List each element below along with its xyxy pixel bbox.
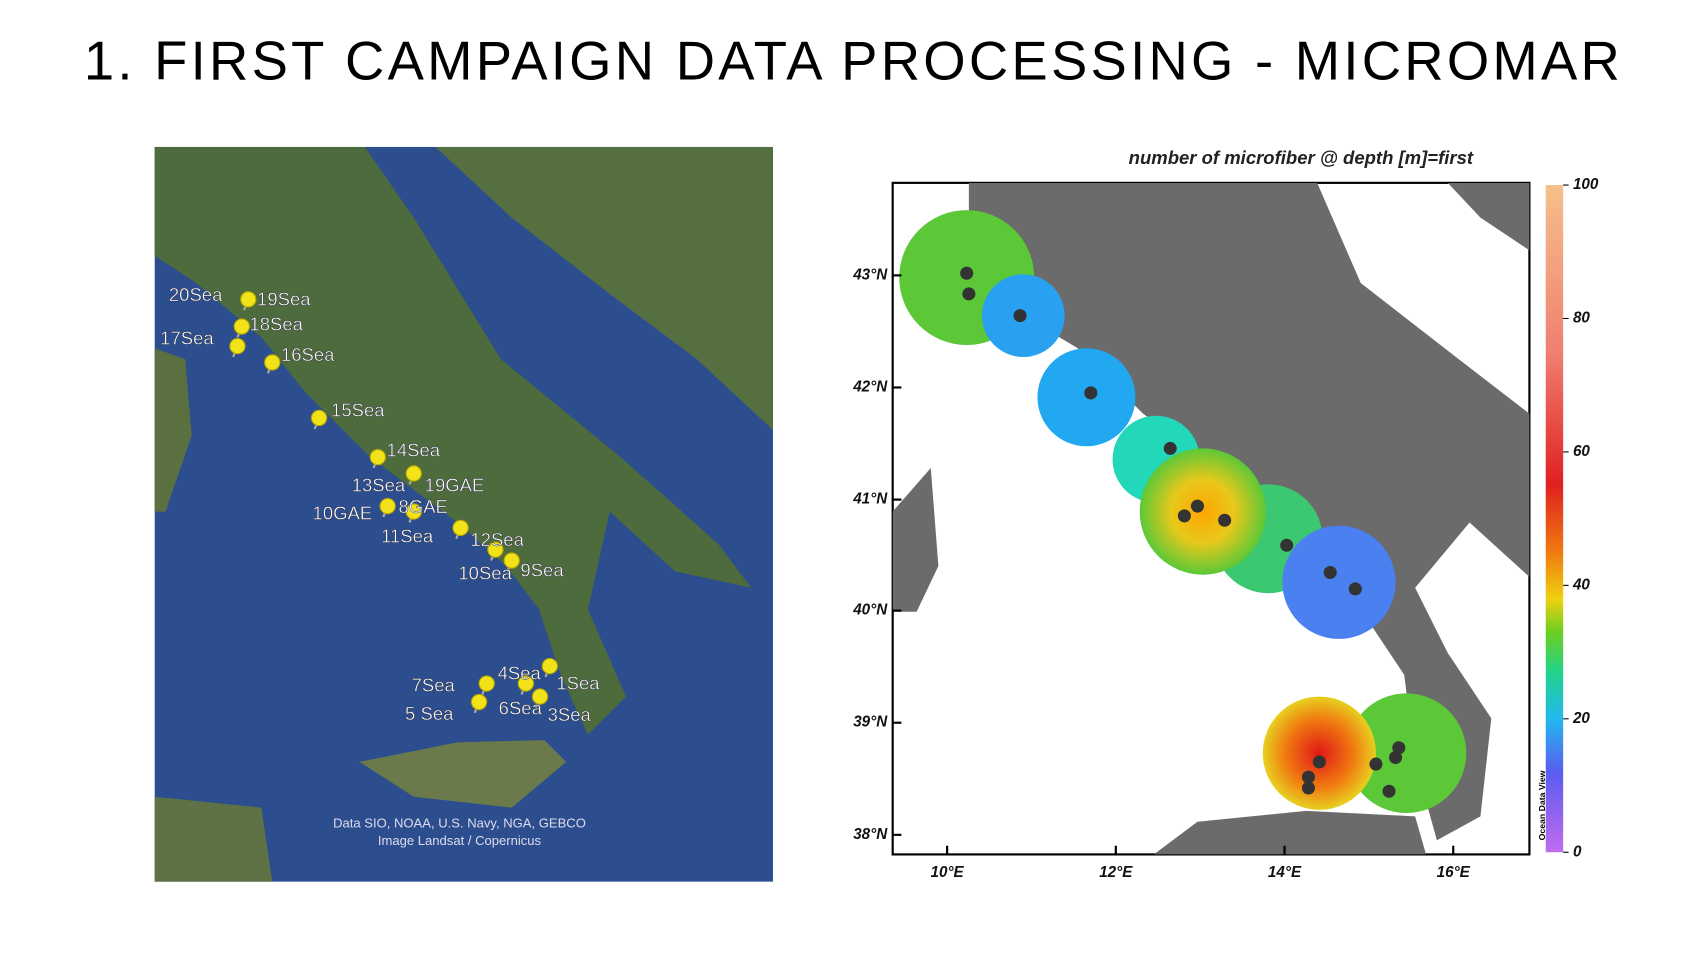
site-label: 8GAE xyxy=(399,496,448,517)
pin xyxy=(452,519,469,537)
pin xyxy=(541,657,558,675)
land xyxy=(1153,810,1427,855)
land xyxy=(154,348,192,512)
station xyxy=(962,287,976,301)
land xyxy=(892,468,939,612)
pin xyxy=(478,675,495,692)
pin xyxy=(310,409,328,427)
station xyxy=(1348,582,1362,596)
land xyxy=(968,182,1530,841)
station xyxy=(1218,513,1232,527)
lat-label: 39°N xyxy=(853,714,888,731)
lat-label: 41°N xyxy=(852,491,888,508)
land xyxy=(435,146,773,430)
station xyxy=(1013,309,1027,323)
slide-title: 1. FIRST CAMPAIGN DATA PROCESSING - MICR… xyxy=(84,31,1623,92)
site-label: 19Sea xyxy=(257,288,311,309)
site-label: 20Sea xyxy=(169,284,223,305)
lat-label: 43°N xyxy=(852,266,888,283)
land xyxy=(1447,182,1530,251)
field-blob xyxy=(1346,693,1467,814)
pin xyxy=(405,503,422,520)
credit: Data SIO, NOAA, U.S. Navy, NGA, GEBCO xyxy=(333,815,586,830)
watermark: Ocean Data View xyxy=(1537,770,1547,840)
site-label: 1Sea xyxy=(556,673,600,694)
colorbar-label: 80 xyxy=(1573,309,1590,326)
lat-label: 40°N xyxy=(852,602,888,619)
pin xyxy=(531,688,549,705)
land xyxy=(359,740,567,808)
site-label: 9Sea xyxy=(520,559,564,580)
site-label: 4Sea xyxy=(498,663,542,684)
pin xyxy=(470,693,488,711)
land xyxy=(154,796,273,882)
station xyxy=(1301,781,1315,795)
station xyxy=(1280,538,1294,552)
site-label: 15Sea xyxy=(331,399,385,420)
colorbar-label: 100 xyxy=(1573,176,1599,193)
station xyxy=(1369,757,1383,771)
site-label: 19GAE xyxy=(425,474,485,495)
pin xyxy=(264,354,281,371)
lat-label: 38°N xyxy=(853,826,888,843)
site-label: 16Sea xyxy=(281,344,335,365)
pin xyxy=(240,291,257,308)
site-label: 6Sea xyxy=(499,698,543,719)
pin xyxy=(517,675,535,692)
land xyxy=(154,146,752,735)
colorbar-label: 60 xyxy=(1573,443,1590,460)
site-label: 17Sea xyxy=(160,327,214,348)
station xyxy=(1301,770,1315,784)
site-label: 13Sea xyxy=(352,474,406,495)
site-label: 11Sea xyxy=(381,526,434,547)
pin xyxy=(229,337,246,355)
map-title: number of microfiber @ depth [m]=first xyxy=(1129,147,1474,168)
pin xyxy=(369,448,387,466)
lon-label: 16°E xyxy=(1437,864,1471,881)
pin xyxy=(405,465,422,482)
site-label: 7Sea xyxy=(412,675,456,696)
station xyxy=(1323,565,1337,580)
site-label: 10Sea xyxy=(458,563,512,584)
station xyxy=(1382,784,1396,798)
colorbar-label: 20 xyxy=(1572,710,1590,727)
site-label: 12Sea xyxy=(470,529,524,550)
station xyxy=(1177,509,1191,523)
field-blob xyxy=(1139,448,1267,575)
site-label: 5 Sea xyxy=(405,703,454,724)
lon-label: 14°E xyxy=(1268,864,1302,881)
station xyxy=(1389,751,1403,765)
station xyxy=(1163,441,1177,455)
station xyxy=(1084,386,1098,400)
site-label: 10GAE xyxy=(313,503,373,524)
lon-label: 10°E xyxy=(931,864,965,881)
pin xyxy=(233,318,250,335)
credit: Image Landsat / Copernicus xyxy=(378,833,542,848)
concentration-map: number of microfiber @ depth [m]=first O… xyxy=(852,147,1599,881)
site-label: 3Sea xyxy=(548,704,592,725)
station xyxy=(1190,499,1204,513)
colorbar xyxy=(1545,185,1564,853)
site-label: 14Sea xyxy=(387,440,441,461)
field-blob xyxy=(1282,525,1396,639)
station xyxy=(1312,755,1326,769)
colorbar-label: 0 xyxy=(1573,843,1582,860)
pin xyxy=(487,541,504,558)
lat-label: 42°N xyxy=(852,378,888,395)
field-blob xyxy=(1262,696,1376,810)
pin xyxy=(503,552,520,569)
site-label: 18Sea xyxy=(249,313,303,334)
colorbar-label: 40 xyxy=(1572,576,1590,593)
station xyxy=(960,266,974,280)
pin xyxy=(379,497,396,515)
lon-label: 12°E xyxy=(1099,864,1133,881)
